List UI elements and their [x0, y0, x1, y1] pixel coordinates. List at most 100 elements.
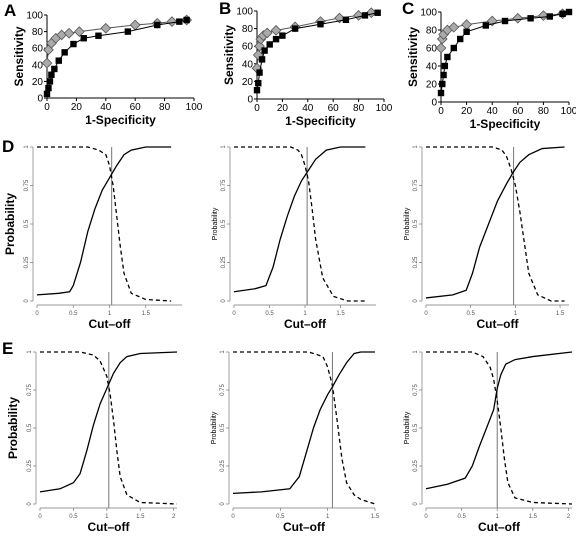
data-point-square [317, 21, 324, 28]
x-tick-label: 1.5 [336, 311, 345, 317]
x-tick-label: 0 [254, 103, 260, 114]
solid-curve [425, 351, 573, 490]
y-axis-label: Sensitivity [222, 25, 236, 85]
data-point-diamond [166, 16, 178, 28]
data-point-square [342, 16, 350, 23]
x-tick-label: 0.5 [265, 311, 274, 317]
y-tick-label: 20 [426, 80, 438, 91]
x-tick-label: 80 [353, 103, 365, 114]
y-tick-label: 0.75 [221, 179, 227, 191]
x-tick-label: 1.5 [556, 311, 565, 317]
y-tick-label: 0 [37, 94, 43, 105]
x-tick-label: 40 [100, 102, 112, 113]
data-point-square [441, 62, 449, 70]
x-axis-label: Cut–off [89, 317, 132, 331]
dashed-curve [234, 146, 366, 302]
x-axis-label: Cut–off [477, 317, 520, 331]
data-point-square [527, 15, 534, 22]
data-point-square [61, 49, 68, 56]
y-tick-label: 60 [242, 42, 254, 53]
y-tick-label: 0.25 [24, 256, 30, 268]
data-point-square [253, 87, 261, 94]
x-tick-label: 1.5 [529, 514, 538, 520]
y-tick-label: 40 [242, 59, 254, 70]
data-point-diamond [334, 12, 345, 24]
x-tick-label: 0 [38, 514, 42, 520]
data-point-square [256, 69, 263, 76]
x-tick-label: 60 [512, 106, 524, 117]
y-tick-label: 100 [236, 7, 253, 18]
solid-curve [425, 146, 565, 299]
y-tick-label: 0.25 [413, 460, 419, 472]
data-point-square [43, 90, 51, 98]
x-tick-label: 0 [438, 106, 444, 117]
data-point-square [482, 22, 489, 29]
panel-label: A [4, 1, 16, 20]
y-tick-label: 0 [413, 502, 419, 506]
x-tick-label: 0.5 [69, 311, 78, 317]
y-tick-label: 0.75 [27, 384, 33, 396]
roc-chart: 0 20 40 60 80 100 0 20 40 60 80 100 1-Specificity Sen… [12, 11, 203, 128]
data-point-square [463, 28, 470, 35]
data-point-square [559, 10, 566, 17]
y-tick-label: 0.5 [24, 219, 30, 228]
y-tick-label: 20 [32, 77, 44, 88]
y-tick-label: 0 [221, 299, 227, 303]
data-point-square [261, 47, 268, 54]
data-point-square [55, 57, 62, 64]
y-tick-label: 60 [426, 44, 438, 55]
y-tick-label: 80 [426, 26, 438, 37]
data-point-square [95, 32, 102, 39]
y-tick-label: 80 [32, 27, 44, 38]
x-tick-label: 0.5 [467, 311, 476, 317]
data-point-diamond [270, 24, 282, 36]
x-tick-label: 1 [108, 311, 112, 317]
x-tick-label: 0 [231, 514, 235, 520]
data-point-diamond [461, 19, 472, 30]
y-axis-label: Probability [211, 411, 218, 444]
x-tick-label: 20 [277, 103, 289, 114]
x-tick-label: 80 [159, 102, 171, 113]
solid-curve [39, 351, 178, 493]
x-tick-label: 0 [424, 311, 428, 317]
y-tick-label: 0.5 [27, 423, 33, 432]
y-tick-label: 100 [420, 8, 437, 19]
series-line [46, 19, 187, 64]
data-point-diamond [73, 26, 85, 37]
x-tick-label: 1.5 [142, 311, 151, 317]
solid-curve [36, 146, 172, 296]
data-point-square [546, 13, 553, 20]
y-tick-label: 40 [32, 60, 44, 71]
y-tick-label: 0.5 [220, 423, 226, 432]
y-tick-label: 1 [24, 145, 30, 149]
data-point-diamond [435, 42, 447, 54]
data-point-square [450, 44, 457, 52]
data-point-square [183, 16, 190, 24]
x-tick-label: 40 [302, 103, 314, 114]
x-tick-label: 2 [172, 514, 176, 520]
y-tick-label: 0 [247, 95, 253, 106]
x-tick-label: 60 [328, 103, 340, 114]
y-tick-label: 0 [431, 98, 437, 109]
x-tick-label: 1 [514, 311, 518, 317]
data-point-square [501, 17, 509, 25]
y-tick-label: 0.5 [413, 219, 419, 228]
dashed-curve [40, 351, 178, 505]
data-point-diamond [41, 57, 53, 69]
data-point-square [266, 41, 273, 48]
y-axis-label: Probability [404, 411, 411, 444]
data-point-square [46, 78, 54, 85]
y-tick-label: 0.25 [27, 460, 33, 472]
data-point-square [437, 89, 445, 97]
data-point-diamond [100, 22, 112, 34]
data-point-square [565, 8, 573, 16]
x-tick-label: 0 [424, 514, 428, 520]
y-tick-label: 0.75 [413, 384, 419, 396]
y-tick-label: 1 [413, 350, 419, 354]
data-point-square [258, 56, 266, 63]
